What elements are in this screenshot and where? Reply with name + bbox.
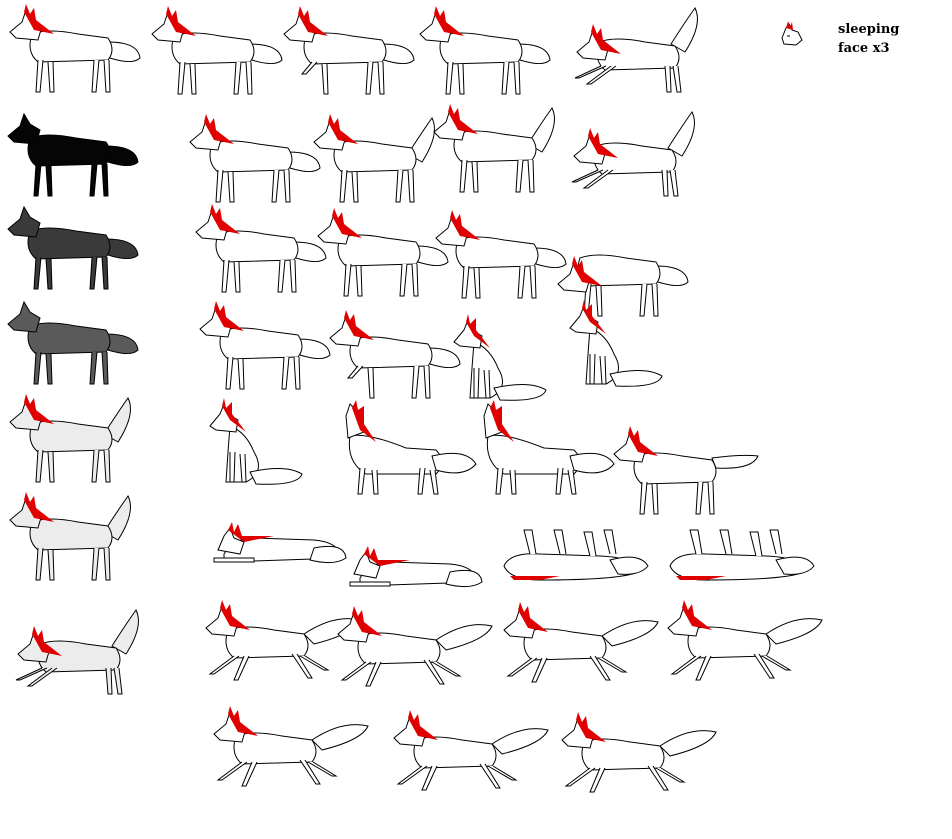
note-line-2: face x3 <box>838 41 890 56</box>
wolf-sprite-run <box>205 600 361 681</box>
wolf-sprite-play <box>15 609 139 695</box>
wolf-sprite-run <box>667 600 823 681</box>
wolf-sprite-sniff <box>557 254 689 317</box>
wolf-sprite-run <box>561 712 717 793</box>
wolf-sprite-tailup <box>433 104 555 193</box>
wolf-sprite-lie <box>213 522 347 564</box>
wolf-sprite-stand <box>199 301 331 390</box>
wolf-sprite-stand <box>151 6 283 95</box>
wolf-sprite-stretch <box>613 426 759 515</box>
wolf-sprite-stand <box>317 208 449 297</box>
wolf-sprite-tailup <box>9 394 131 483</box>
wolf-sprite-sit <box>569 300 663 387</box>
wolf-sprite-sit <box>209 398 303 485</box>
note-line-1: sleeping <box>838 22 900 37</box>
wolf-sprite-sit <box>453 314 547 401</box>
wolf-sprite-stand <box>419 6 551 95</box>
wolf-sprite-step <box>329 310 461 399</box>
wolf-sprite-howl <box>483 400 615 495</box>
wolf-sprite-run <box>213 706 369 787</box>
wolf-sprite-stand <box>189 114 321 203</box>
wolf-sprite-tailup <box>9 492 131 581</box>
wolf-sprite-roll <box>669 529 815 581</box>
wolf-sprite-step <box>283 6 415 95</box>
sleeping-face-note: sleeping face x3 <box>838 20 899 58</box>
wolf-sprite-run <box>337 606 493 687</box>
wolf-sprite-stand <box>435 210 567 299</box>
wolf-sprite-play <box>574 7 698 93</box>
wolf-sprite-howl <box>345 400 477 495</box>
wolf-sprite-stand <box>7 300 139 385</box>
sleeping-face-icon <box>781 21 803 46</box>
wolf-sprite-lie <box>349 546 483 588</box>
wolf-sprite-stand <box>9 4 141 93</box>
wolf-sprite-stand <box>7 205 139 290</box>
wolf-sprite-stand <box>7 112 139 197</box>
wolf-sprite-run <box>503 602 659 683</box>
wolf-sprite-run <box>393 710 549 791</box>
wolf-sprite-roll <box>503 529 649 581</box>
wolf-sprite-tailup <box>313 114 435 203</box>
wolf-sprite-play <box>571 111 695 197</box>
wolf-sprite-stand <box>195 204 327 293</box>
